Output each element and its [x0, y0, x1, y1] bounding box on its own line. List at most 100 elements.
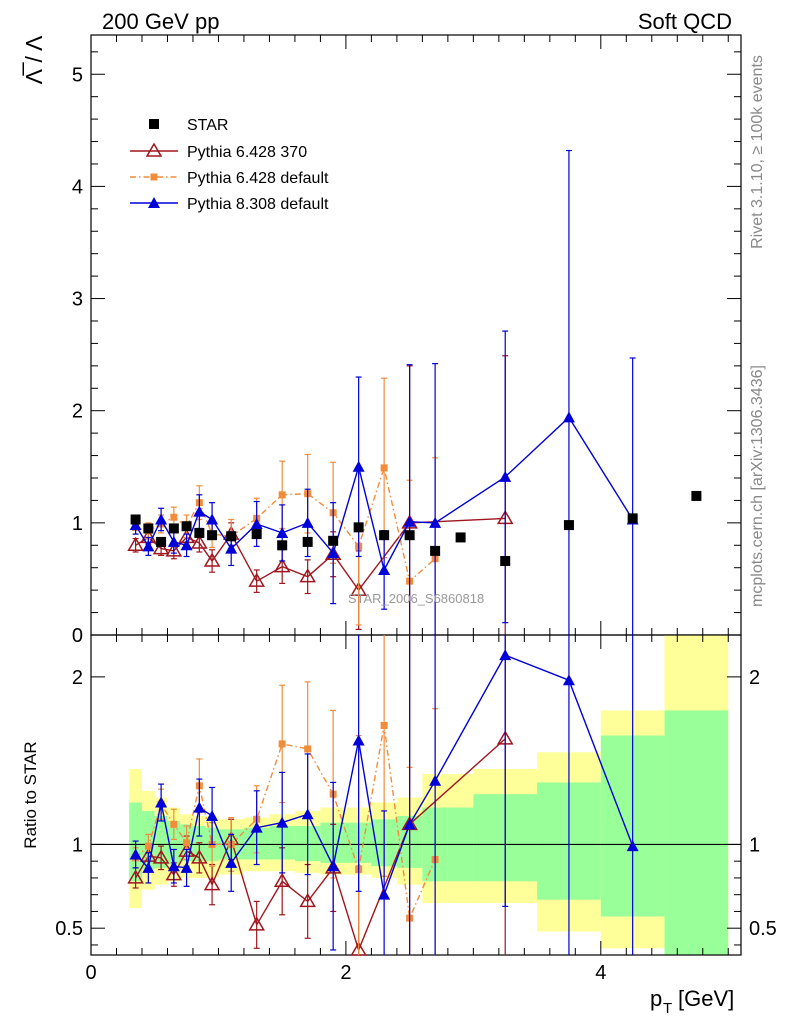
series-3-pythia-8-308-default [129, 635, 639, 955]
data-point [500, 555, 511, 566]
data-point [183, 839, 191, 847]
y-tick-label: 5 [72, 64, 83, 86]
data-point [278, 491, 286, 499]
watermark: STAR_2006_S6860818 [348, 591, 484, 606]
legend-marker [145, 142, 163, 157]
y-tick-label-right: 1 [749, 834, 760, 856]
data-point [180, 861, 193, 873]
data-point [127, 536, 144, 552]
data-point [379, 530, 390, 541]
data-point [328, 535, 339, 546]
data-point [142, 861, 155, 873]
legend-label: Pythia 6.428 default [187, 170, 329, 187]
data-point [378, 563, 391, 575]
data-point [203, 552, 221, 567]
data-point [299, 892, 316, 908]
data-point [403, 515, 416, 527]
data-point [248, 572, 265, 587]
data-point [225, 542, 238, 554]
y-tick-label: 2 [72, 667, 83, 689]
data-point [142, 540, 155, 552]
data-point [206, 809, 219, 821]
data-point [155, 513, 168, 525]
y-tick-label: 0 [72, 625, 83, 647]
data-point [273, 872, 291, 888]
data-point [403, 818, 416, 830]
data-point [327, 547, 340, 559]
data-point [144, 842, 152, 850]
data-point [562, 674, 575, 686]
data-point [129, 848, 142, 860]
data-point [380, 464, 388, 472]
data-point [167, 535, 180, 547]
legend-marker [150, 173, 158, 181]
data-point [193, 505, 206, 517]
data-point [299, 568, 316, 583]
data-point [352, 460, 365, 472]
data-point [180, 539, 193, 551]
series-line [135, 725, 436, 921]
data-point [250, 821, 263, 833]
series-2-pythia-6-428-default [132, 635, 439, 955]
x-tick-label: 4 [595, 962, 606, 984]
data-point [429, 516, 442, 528]
data-point [168, 523, 179, 534]
data-point [276, 526, 289, 538]
data-point [170, 513, 178, 521]
plot-frame [90, 634, 742, 956]
lower-panel: 0 2 4 0.5 0.5 1 1 2 2 [55, 634, 777, 984]
data-point [152, 540, 170, 555]
data-point [127, 869, 144, 884]
data-point [167, 860, 180, 872]
data-point [499, 649, 512, 661]
y-tick-label: 1 [72, 834, 83, 856]
data-point [352, 734, 365, 746]
data-point [404, 530, 415, 541]
data-point [276, 816, 289, 828]
x-tick-label: 0 [85, 962, 96, 984]
header-left: 200 GeV pp [102, 9, 219, 34]
data-point [191, 534, 208, 549]
legend-label: Pythia 8.308 default [187, 196, 329, 213]
data-point [277, 540, 288, 551]
y-tick-label-right: 2 [749, 667, 760, 689]
x-axis-title-unit: [GeV] [678, 986, 734, 1011]
data-point [206, 513, 219, 525]
data-point [278, 740, 286, 748]
data-point [165, 542, 183, 557]
data-point [191, 849, 208, 864]
data-point [691, 490, 702, 501]
x-axis-title-sub: T [663, 1000, 672, 1017]
legend-marker [149, 119, 159, 129]
legend-marker [148, 197, 160, 208]
data-point [181, 521, 192, 532]
data-point [378, 888, 391, 900]
legend-item: Pythia 6.428 default [130, 170, 329, 187]
data-point [193, 801, 206, 813]
x-axis-title: p T [GeV] [650, 986, 734, 1017]
data-point [302, 536, 313, 547]
data-point [273, 558, 291, 573]
band-green [664, 710, 729, 955]
data-point [143, 523, 154, 534]
data-point [563, 520, 574, 531]
data-point [170, 820, 178, 828]
data-point [226, 531, 237, 542]
y-tick-label: 3 [72, 289, 83, 311]
side-label-mcplots: mcplots.cern.ch [arXiv:1306.3436] [749, 365, 766, 607]
header-right: Soft QCD [638, 9, 732, 34]
y-tick-label: 1 [72, 513, 83, 535]
upper-panel: 0 1 2 3 4 5 [72, 34, 742, 647]
data-point [304, 745, 312, 753]
mc-uncertainty-bands [129, 635, 729, 955]
y-axis-label-lower: Ratio to STAR [21, 741, 40, 848]
data-point [301, 808, 314, 820]
data-point [251, 529, 262, 540]
data-point [627, 513, 638, 524]
series-line [135, 465, 436, 583]
data-point [327, 860, 340, 872]
data-point [430, 545, 441, 556]
data-point [429, 774, 442, 786]
data-point [455, 532, 466, 543]
